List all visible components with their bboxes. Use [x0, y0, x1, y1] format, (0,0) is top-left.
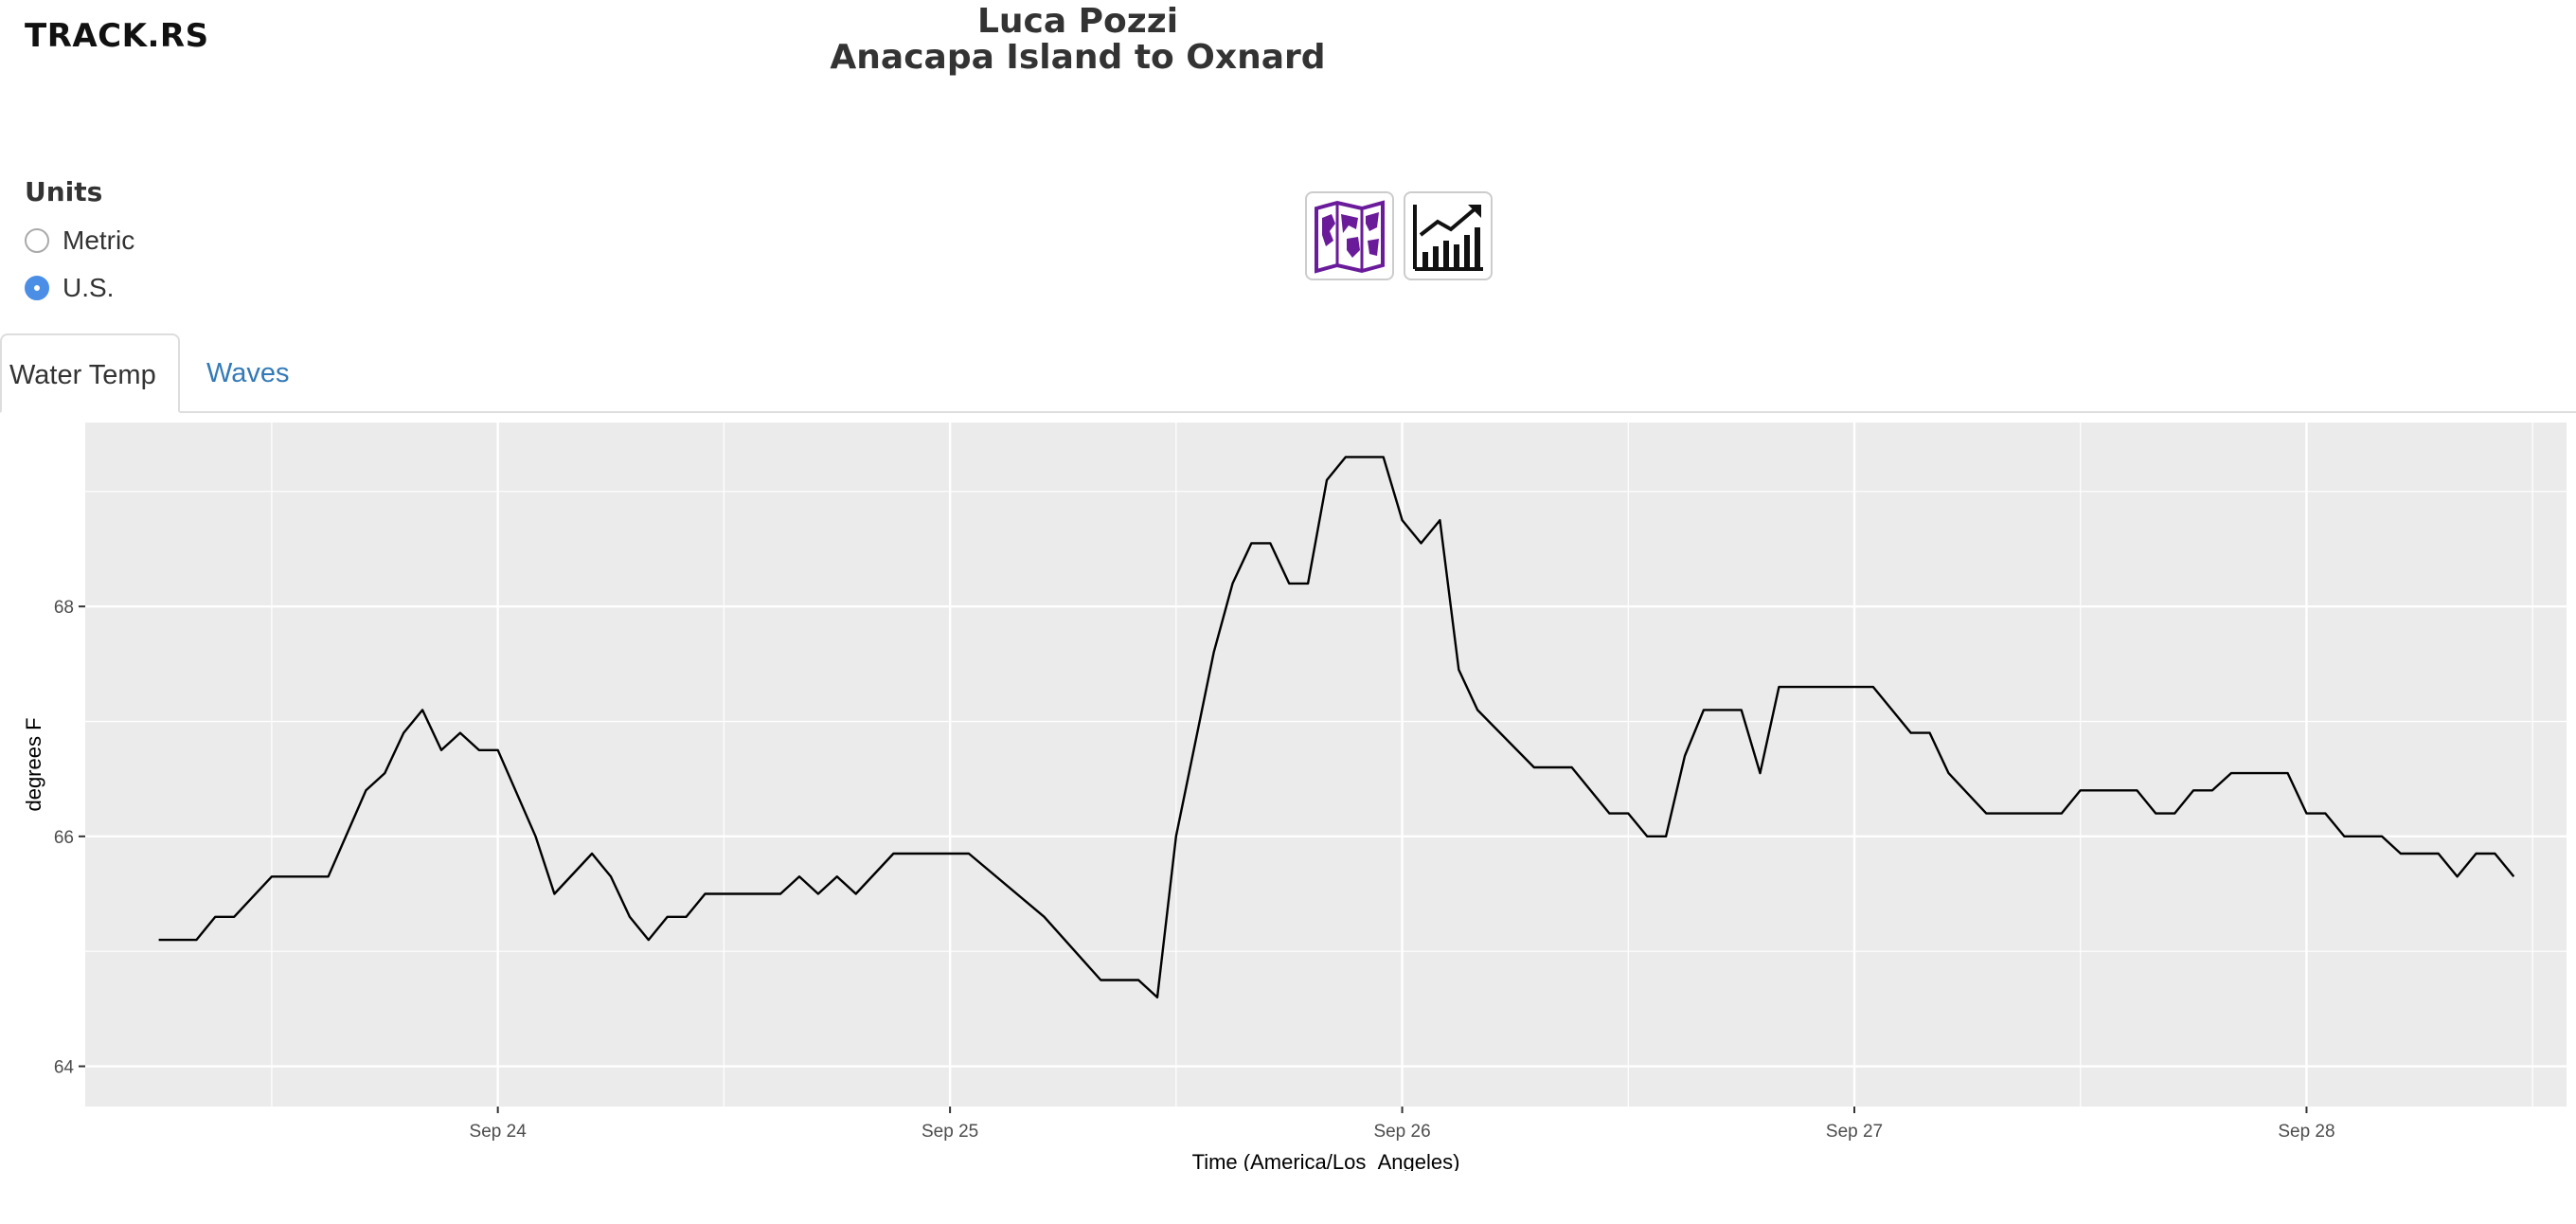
- x-axis: Sep 24 Sep 25 Sep 26 Sep 27 Sep 28: [470, 1107, 2335, 1142]
- units-option-label: Metric: [63, 225, 135, 255]
- athlete-name: Luca Pozzi: [976, 2, 1179, 41]
- app-logo: TRACK.RS: [25, 17, 209, 55]
- page-header: Luca Pozzi Anacapa Island to Oxnard: [0, 4, 2156, 76]
- x-tick-label: Sep 25: [921, 1122, 978, 1142]
- water-temp-line: [158, 456, 2515, 999]
- radio-us[interactable]: [25, 276, 49, 300]
- x-tick-label: Sep 24: [470, 1122, 528, 1142]
- units-option-label: U.S.: [63, 273, 115, 302]
- chart-icon: [1413, 205, 1483, 271]
- x-tick-label: Sep 28: [2278, 1122, 2334, 1142]
- y-tick-label: 68: [54, 598, 74, 618]
- map-view-button[interactable]: [1305, 191, 1394, 280]
- y-axis-label: degrees F: [22, 717, 45, 811]
- tab-waves[interactable]: Waves: [206, 358, 290, 388]
- tabs-divider: [0, 411, 2576, 413]
- grid-major: [85, 423, 2567, 1107]
- units-title: Units: [25, 176, 103, 207]
- units-control: Units Metric U.S.: [25, 176, 134, 312]
- route-title: Anacapa Island to Oxnard: [830, 38, 1326, 77]
- x-axis-label: Time (America/Los_Angeles): [1192, 1150, 1460, 1171]
- y-tick-label: 64: [54, 1058, 75, 1078]
- units-option-us[interactable]: U.S.: [25, 264, 134, 312]
- chart-view-button[interactable]: [1404, 191, 1493, 280]
- water-temp-chart: 64 66 68 Sep 24 Sep 25 Sep 26 Sep 27 Sep 28 Ti…: [22, 423, 2567, 1171]
- tab-water-temp[interactable]: Water Temp: [0, 333, 180, 413]
- units-option-metric[interactable]: Metric: [25, 217, 134, 264]
- x-tick-label: Sep 27: [1826, 1122, 1883, 1142]
- y-axis: 64 66 68: [54, 598, 85, 1078]
- map-icon: [1315, 200, 1385, 274]
- radio-metric[interactable]: [25, 228, 49, 253]
- plot-panel: [85, 423, 2567, 1107]
- x-tick-label: Sep 26: [1373, 1122, 1430, 1142]
- tabs-bar: Water Temp Waves: [0, 333, 2576, 413]
- y-tick-label: 66: [54, 828, 74, 848]
